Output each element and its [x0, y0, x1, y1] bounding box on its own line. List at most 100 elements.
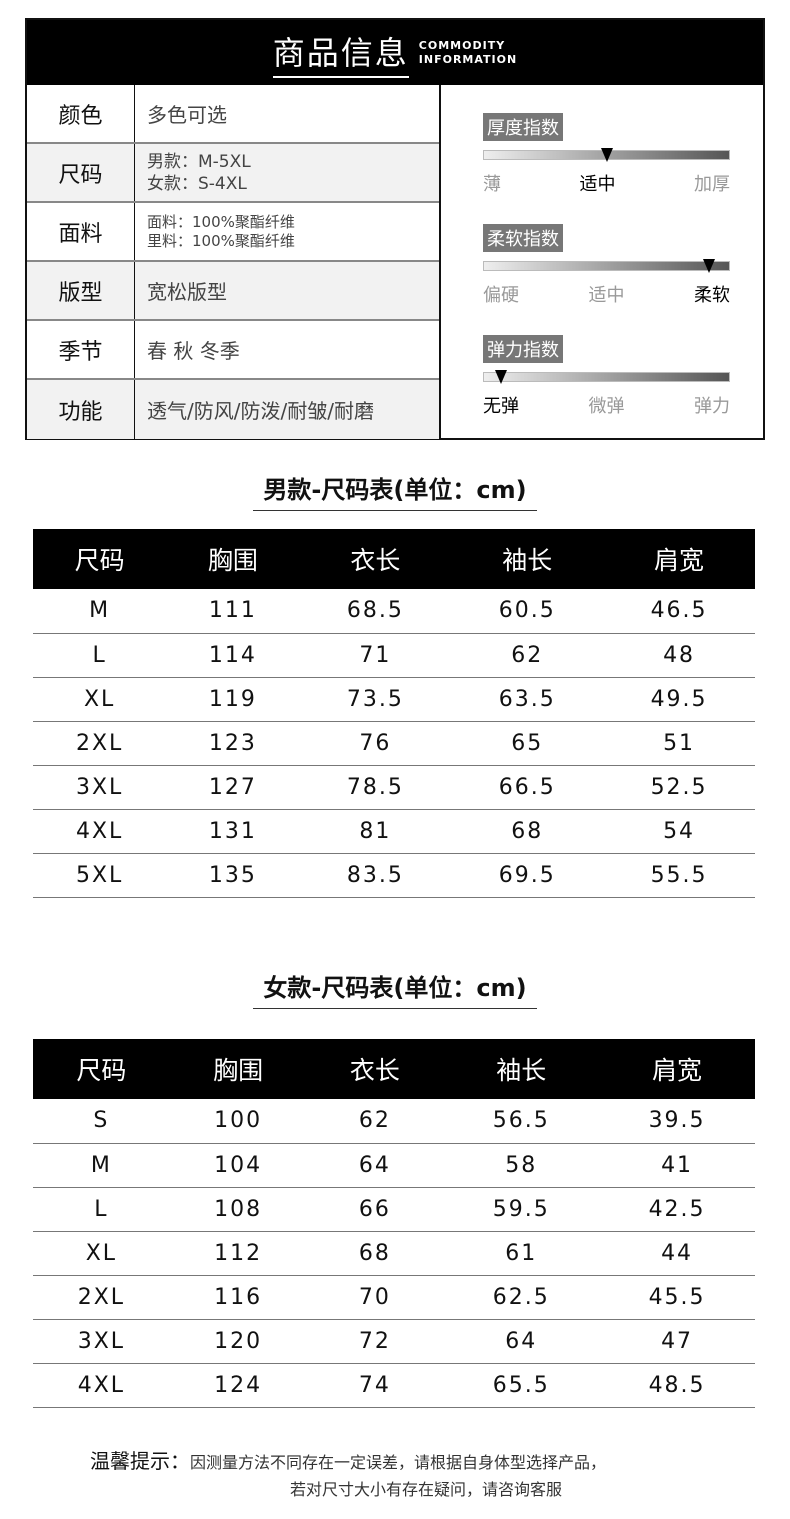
- tips: 温馨提示：因测量方法不同存在一定误差，请根据自身体型选择产品， 若对尺寸大小有存…: [90, 1445, 606, 1500]
- index-slider: 厚度指数薄 适中 加厚: [483, 113, 730, 196]
- table-cell: 135: [166, 853, 300, 898]
- table-cell: 39.5: [599, 1099, 755, 1144]
- table-cell: 47: [599, 1319, 755, 1364]
- table-cell: 41: [599, 1143, 755, 1188]
- table-cell: 48: [603, 633, 755, 678]
- table-cell: 45.5: [599, 1275, 755, 1320]
- table-cell: 74: [306, 1363, 444, 1408]
- column-header: 尺码: [33, 1039, 170, 1099]
- tips-label: 温馨提示：: [90, 1449, 190, 1473]
- table-cell: 65.5: [443, 1363, 600, 1408]
- info-row: 季节春 秋 冬季: [27, 321, 439, 380]
- table-cell: 83.5: [299, 853, 452, 898]
- table-row: L 114 71 62 48: [33, 633, 755, 678]
- info-value: 宽松版型: [147, 280, 227, 304]
- table-cell: 68: [306, 1231, 444, 1276]
- men-size-table: 尺码 胸围 衣长 袖长 肩宽 M 111 68.5 60.5 46.5 L 114 71 62 48 XL 11…: [33, 529, 755, 898]
- commodity-info-panel: 商品信息 COMMODITY INFORMATION 颜色 多色可选 尺码 男款：M-5…: [25, 18, 765, 440]
- table-row: S 100 62 56.5 39.5: [33, 1099, 755, 1144]
- table-cell: 111: [166, 589, 300, 634]
- index-label: 微弹: [588, 396, 625, 417]
- table-cell: 3XL: [33, 765, 167, 810]
- table-cell: 78.5: [299, 765, 452, 810]
- table-row: 3XL 120 72 64 47: [33, 1319, 755, 1364]
- index-label: 薄: [483, 174, 501, 195]
- table-cell: 70: [306, 1275, 444, 1320]
- column-header: 肩宽: [603, 529, 755, 589]
- table-row: 4XL 131 81 68 54: [33, 809, 755, 854]
- info-title-en-1: COMMODITY: [418, 38, 506, 52]
- table-cell: 64: [443, 1319, 600, 1364]
- table-cell: 116: [169, 1275, 307, 1320]
- table-row: 2XL 116 70 62.5 45.5: [33, 1275, 755, 1320]
- info-row: 面料 面料：100%聚酯纤维 里料：100%聚酯纤维: [27, 203, 439, 262]
- index-label: 弹力: [694, 396, 730, 417]
- table-cell: 68.5: [299, 589, 452, 634]
- table-cell: 2XL: [33, 721, 167, 766]
- index-label: 无弹: [483, 396, 519, 417]
- table-cell: 120: [169, 1319, 307, 1364]
- info-row: 尺码 男款：M-5XL 女款：S-4XL: [27, 144, 439, 203]
- table-cell: 81: [299, 809, 452, 854]
- table-cell: 66.5: [451, 765, 604, 810]
- table-row: 3XL 127 78.5 66.5 52.5: [33, 765, 755, 810]
- table-cell: 73.5: [299, 677, 452, 722]
- info-key: 季节: [27, 321, 135, 378]
- table-row: 5XL 135 83.5 69.5 55.5: [33, 853, 755, 898]
- index-title: 弹力指数: [483, 335, 563, 363]
- table-cell: 127: [166, 765, 300, 810]
- info-key: 功能: [27, 380, 135, 439]
- column-header: 袖长: [443, 1039, 600, 1099]
- info-value: 透气/防风/防泼/耐皱/耐磨: [147, 399, 374, 423]
- table-cell: 60.5: [451, 589, 604, 634]
- table-cell: 49.5: [603, 677, 755, 722]
- table-cell: 69.5: [451, 853, 604, 898]
- tips-line-2: 若对尺寸大小有存在疑问，请咨询客服: [290, 1480, 563, 1499]
- info-header: 商品信息 COMMODITY INFORMATION: [27, 20, 763, 85]
- table-cell: 3XL: [33, 1319, 170, 1364]
- info-row: 颜色 多色可选: [27, 85, 439, 144]
- table-header: 尺码 胸围 衣长 袖长 肩宽: [33, 1039, 755, 1099]
- tips-line-1: 因测量方法不同存在一定误差，请根据自身体型选择产品，: [190, 1453, 607, 1472]
- info-value: 春 秋 冬季: [147, 339, 240, 363]
- index-bar: [483, 259, 730, 273]
- table-row: 4XL 124 74 65.5 48.5: [33, 1363, 755, 1408]
- info-title-en-2: INFORMATION: [418, 52, 518, 66]
- table-cell: M: [33, 1143, 170, 1188]
- table-cell: 5XL: [33, 853, 167, 898]
- info-key: 颜色: [27, 85, 135, 142]
- info-row: 版型 宽松版型: [27, 262, 439, 321]
- women-table-title: 女款-尺码表(单位：cm): [253, 974, 537, 1009]
- table-cell: 42.5: [599, 1187, 755, 1232]
- table-cell: 119: [166, 677, 300, 722]
- table-header: 尺码 胸围 衣长 袖长 肩宽: [33, 529, 755, 589]
- table-cell: 71: [299, 633, 452, 678]
- table-cell: 51: [603, 721, 755, 766]
- table-cell: 54: [603, 809, 755, 854]
- info-value: 男款：M-5XL: [147, 151, 251, 172]
- index-label: 加厚: [694, 174, 730, 195]
- info-key: 面料: [27, 203, 135, 260]
- info-row: 功能 透气/防风/防泼/耐皱/耐磨: [27, 380, 439, 439]
- info-key: 尺码: [27, 144, 135, 201]
- index-marker-icon: [600, 148, 613, 162]
- table-row: M 104 64 58 41: [33, 1143, 755, 1188]
- info-value: 里料：100%聚酯纤维: [147, 231, 295, 250]
- table-cell: 100: [169, 1099, 307, 1144]
- table-cell: 4XL: [33, 1363, 170, 1408]
- info-table: 颜色 多色可选 尺码 男款：M-5XL 女款：S-4XL 面料 面料：100%聚酯纤维 里料：…: [27, 85, 439, 439]
- index-marker-icon: [703, 259, 716, 273]
- table-cell: 62.5: [443, 1275, 600, 1320]
- table-cell: 64: [306, 1143, 444, 1188]
- table-cell: 124: [169, 1363, 307, 1408]
- table-cell: 52.5: [603, 765, 755, 810]
- table-cell: XL: [33, 1231, 170, 1276]
- table-cell: 56.5: [443, 1099, 600, 1144]
- column-header: 胸围: [166, 529, 300, 589]
- table-row: M 111 68.5 60.5 46.5: [33, 589, 755, 634]
- table-cell: S: [33, 1099, 170, 1144]
- index-bar: [483, 370, 730, 384]
- index-bar: [483, 148, 730, 162]
- table-cell: 68: [451, 809, 604, 854]
- table-cell: 58: [443, 1143, 600, 1188]
